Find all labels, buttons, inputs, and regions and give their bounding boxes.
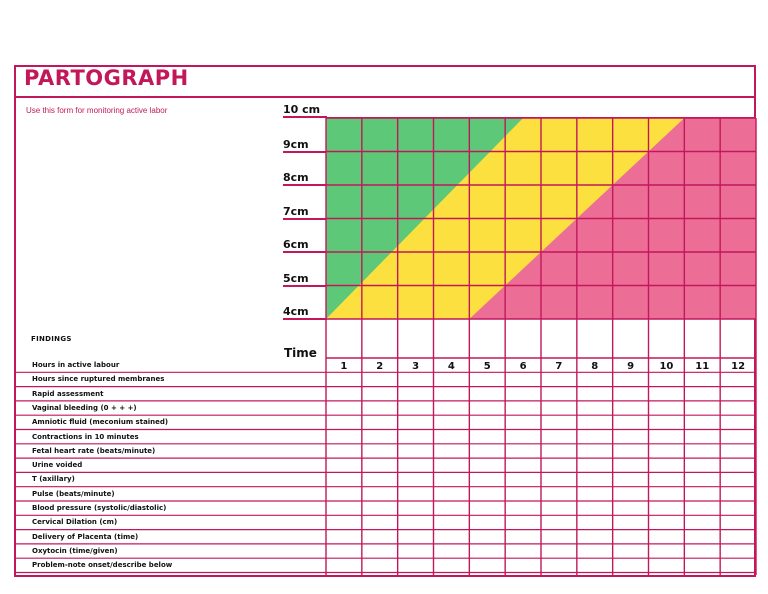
hour-label: 5 <box>483 361 491 372</box>
finding-row-label: Hours in active labour <box>32 361 120 369</box>
dilation-label: 5cm <box>283 271 309 285</box>
hour-label: 3 <box>412 361 420 372</box>
hour-label: 12 <box>731 361 746 372</box>
dilation-label-rule <box>283 217 327 220</box>
finding-row-label: Pulse (beats/minute) <box>32 489 115 498</box>
finding-row-label: Rapid assessment <box>32 389 104 398</box>
hour-label: 7 <box>555 361 563 372</box>
hour-label: 6 <box>519 361 527 372</box>
page-title: PARTOGRAPH <box>24 66 189 90</box>
dilation-label: 4cm <box>283 305 309 318</box>
finding-row-label: Amniotic fluid (meconium stained) <box>32 418 169 427</box>
hour-label: 4 <box>447 361 455 372</box>
finding-row-label: Cervical Dilation (cm) <box>32 518 118 527</box>
finding-row-label: Contractions in 10 minutes <box>32 432 139 441</box>
finding-row-label: Delivery of Placenta (time) <box>32 532 139 541</box>
finding-row-label: T (axillary) <box>32 475 75 484</box>
hour-label: 9 <box>627 361 635 372</box>
hour-label: 11 <box>695 361 710 372</box>
dilation-label-rule <box>283 251 327 253</box>
partograph-sheet <box>14 65 756 577</box>
finding-row-label: Problem-note onset/describe below <box>32 561 173 570</box>
title-divider <box>14 96 756 98</box>
dilation-label-rule <box>283 150 327 153</box>
finding-row-label: Hours since ruptured membranes <box>32 375 165 384</box>
finding-row-label: Fetal heart rate (beats/minute) <box>32 446 156 455</box>
findings-heading: FINDINGS <box>31 335 72 343</box>
dilation-label: 6cm <box>283 238 309 251</box>
dilation-label: 7cm <box>283 204 309 218</box>
finding-row-label: Urine voided <box>32 461 83 470</box>
time-axis-label: Time <box>284 346 317 360</box>
hour-label: 1 <box>340 361 348 372</box>
finding-row-label: Vaginal bleeding (0 + + +) <box>32 403 137 412</box>
dilation-label-rule <box>283 184 327 186</box>
hour-label: 8 <box>591 361 599 372</box>
dilation-label-rule <box>283 284 327 287</box>
dilation-label: 10 cm <box>283 103 321 116</box>
hour-label: 10 <box>659 361 674 372</box>
dilation-label: 8cm <box>283 171 309 184</box>
dilation-label-rule <box>283 318 327 320</box>
form-instructions: Use this form for monitoring active labo… <box>26 106 168 115</box>
finding-row-label: Blood pressure (systolic/diastolic) <box>32 504 167 512</box>
dilation-label-rule <box>283 116 327 118</box>
finding-row-label: Oxytocin (time/given) <box>32 546 118 555</box>
dilation-label: 9cm <box>283 137 309 151</box>
hour-label: 2 <box>376 361 384 372</box>
